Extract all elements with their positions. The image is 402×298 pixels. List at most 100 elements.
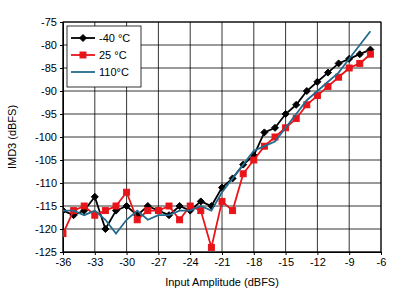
x-tick-label: -24: [183, 256, 199, 268]
y-axis: -125 -120 -115 -110 -105 -100 -95 -90 -85 -80 -75: [35, 16, 64, 258]
grid-line-y: [63, 160, 381, 161]
series-marker: [357, 60, 363, 66]
series-marker: [63, 231, 66, 237]
y-tick: -75: [41, 16, 63, 28]
x-tick: -24: [183, 252, 199, 268]
x-tick-label: -12: [310, 256, 326, 268]
y-tick: -110: [36, 177, 63, 189]
series-marker: [303, 88, 310, 95]
grid: [63, 22, 381, 252]
y-tick-label: -125: [35, 246, 57, 258]
grid-line-y: [63, 206, 381, 207]
y-tick-label: -120: [35, 223, 57, 235]
series-marker: [187, 203, 193, 209]
series-marker: [176, 203, 183, 210]
series-marker: [219, 198, 225, 204]
legend: -40 °C 25 °C 110°C: [67, 26, 141, 87]
y-axis-title: IMD3 (dBFS): [6, 105, 18, 169]
y-tick-label: -100: [35, 131, 57, 143]
x-tick: -21: [215, 252, 231, 268]
legend-marker: [80, 35, 87, 42]
y-tick: -95: [41, 108, 63, 120]
series-marker: [177, 217, 183, 223]
series-marker: [113, 203, 119, 209]
chart: -36-33-30-27-24-21-18-15-12-9-6-125-120-…: [0, 0, 402, 298]
y-tick: -90: [41, 85, 63, 97]
x-tick-label: -18: [246, 256, 262, 268]
series-marker: [240, 171, 246, 177]
x-tick-label: -6: [377, 256, 387, 268]
y-tick-label: -90: [41, 85, 57, 97]
grid-line-y: [63, 137, 381, 138]
y-tick: -100: [35, 131, 63, 143]
series-marker: [91, 193, 98, 200]
x-tick-label: -33: [87, 256, 103, 268]
plot-frame: [63, 22, 381, 252]
x-tick-label: -15: [278, 256, 294, 268]
y-tick-label: -110: [36, 177, 57, 189]
series-marker: [198, 208, 204, 214]
series-marker: [145, 208, 151, 214]
y-tick-label: -85: [41, 62, 57, 74]
x-tick: -27: [151, 252, 167, 268]
x-tick-label: -30: [119, 256, 135, 268]
x-axis-title: Input Amplitude (dBFS): [165, 276, 279, 288]
grid-line-y: [63, 91, 381, 92]
legend-marker: [80, 52, 86, 58]
series-marker: [102, 208, 108, 214]
series-marker: [124, 189, 130, 195]
x-tick: -6: [377, 252, 387, 268]
series-marker: [251, 157, 257, 163]
legend-label: 25 °C: [99, 49, 127, 61]
x-tick: -33: [87, 252, 103, 268]
series-marker: [325, 69, 332, 76]
legend-label: 110°C: [99, 66, 129, 78]
x-tick: -15: [278, 252, 294, 268]
y-tick: -115: [36, 200, 63, 212]
series-marker: [356, 51, 363, 58]
grid-line-y: [63, 229, 381, 230]
series-marker: [208, 244, 214, 250]
y-tick-label: -105: [35, 154, 57, 166]
y-tick-label: -75: [41, 16, 57, 28]
x-tick: -36: [56, 252, 72, 268]
grid-line-y: [63, 114, 381, 115]
series-marker: [81, 203, 87, 209]
x-tick-label: -21: [215, 256, 231, 268]
y-tick: -125: [35, 246, 63, 258]
y-tick-label: -115: [36, 200, 57, 212]
series-marker: [346, 65, 352, 71]
series-marker: [123, 203, 130, 210]
x-tick: -9: [345, 252, 355, 268]
grid-line-y: [63, 183, 381, 184]
series-marker: [102, 226, 109, 233]
x-tick-label: -9: [345, 256, 355, 268]
x-tick: -12: [310, 252, 326, 268]
x-tick-label: -27: [151, 256, 167, 268]
x-tick: -30: [119, 252, 135, 268]
legend-swatch: [71, 71, 95, 73]
series-marker: [230, 208, 236, 214]
legend-label: -40 °C: [99, 32, 130, 44]
series-marker: [155, 208, 161, 214]
y-tick-label: -80: [41, 39, 57, 51]
series-marker: [261, 129, 268, 136]
series-marker: [134, 217, 140, 223]
series-marker: [282, 111, 289, 118]
series-marker: [166, 203, 172, 209]
series-marker: [314, 78, 321, 85]
series-marker: [335, 60, 342, 67]
y-tick: -85: [41, 62, 63, 74]
legend-box: [67, 26, 141, 87]
series-marker: [155, 207, 162, 214]
series-marker: [272, 124, 279, 131]
y-tick: -120: [35, 223, 63, 235]
y-tick: -105: [35, 154, 63, 166]
y-tick: -80: [41, 39, 63, 51]
y-tick-label: -95: [41, 108, 57, 120]
x-tick-label: -36: [56, 256, 72, 268]
series-marker: [197, 198, 204, 205]
x-tick: -18: [246, 252, 262, 268]
x-axis: -36 -33 -30 -27 -24 -21 -18 -15 -12 -9 -6: [56, 252, 387, 268]
series-marker: [367, 51, 373, 57]
